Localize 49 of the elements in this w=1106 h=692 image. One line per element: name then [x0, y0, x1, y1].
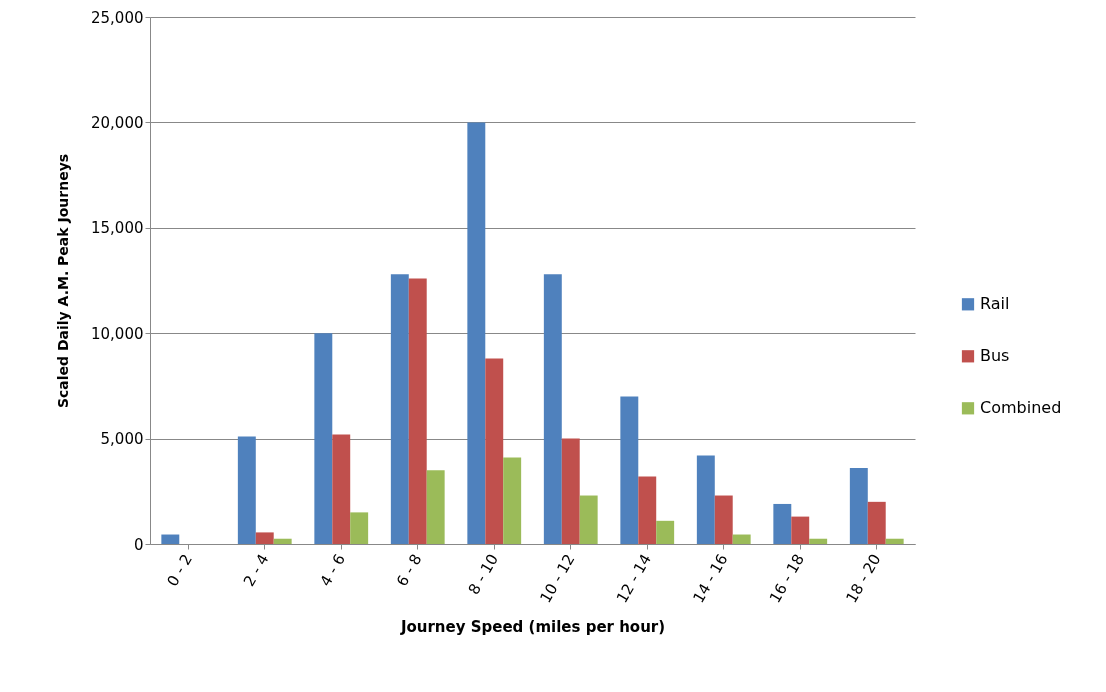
bar [867, 501, 886, 544]
bar [885, 538, 904, 544]
x-tick-label: 14 - 16 [689, 551, 732, 607]
bar [849, 468, 868, 544]
bar [332, 434, 351, 544]
bar [485, 358, 504, 544]
bar [638, 476, 657, 544]
y-tick-label: 25,000 [91, 8, 144, 27]
bar [561, 438, 580, 544]
bar [273, 538, 292, 544]
bar [314, 333, 333, 544]
x-tick-label: 0 - 2 [163, 551, 197, 590]
x-tick-label: 10 - 12 [536, 551, 579, 607]
x-tick-label: 8 - 10 [464, 551, 503, 598]
bar [503, 457, 522, 544]
legend-label: Rail [980, 294, 1010, 314]
bar [732, 534, 751, 544]
bar [791, 516, 810, 544]
bar [467, 122, 486, 544]
x-tick-label: 4 - 6 [316, 551, 350, 590]
legend-label: Combined [980, 398, 1062, 418]
y-tick-label: 0 [133, 535, 144, 554]
bar [237, 436, 256, 544]
bar [656, 520, 675, 544]
bar [255, 532, 274, 544]
bar [579, 495, 598, 544]
y-axis-title: Scaled Daily A.M. Peak Journeys [55, 153, 72, 409]
bar [408, 278, 427, 544]
y-tick-label: 20,000 [91, 113, 144, 132]
bar [390, 274, 409, 544]
bar [620, 396, 639, 544]
x-tick-label: 16 - 18 [765, 551, 809, 607]
y-tick-label: 15,000 [91, 219, 144, 238]
y-tick-label: 10,000 [91, 324, 144, 343]
bar [161, 534, 180, 544]
x-axis-title: Journey Speed (miles per hour) [399, 617, 666, 636]
bar [714, 495, 733, 544]
x-tick-label: 6 - 8 [392, 551, 426, 590]
bar [543, 274, 562, 544]
x-tick-label: 2 - 4 [239, 551, 273, 590]
bar [773, 503, 792, 544]
x-tick-label: 18 - 20 [842, 551, 885, 607]
legend-label: Bus [980, 346, 1010, 366]
bar [426, 470, 445, 544]
bar [809, 538, 828, 544]
y-tick-label: 5,000 [100, 430, 144, 449]
bar [350, 512, 369, 544]
bar [696, 455, 715, 544]
x-tick-label: 12 - 14 [612, 551, 656, 607]
